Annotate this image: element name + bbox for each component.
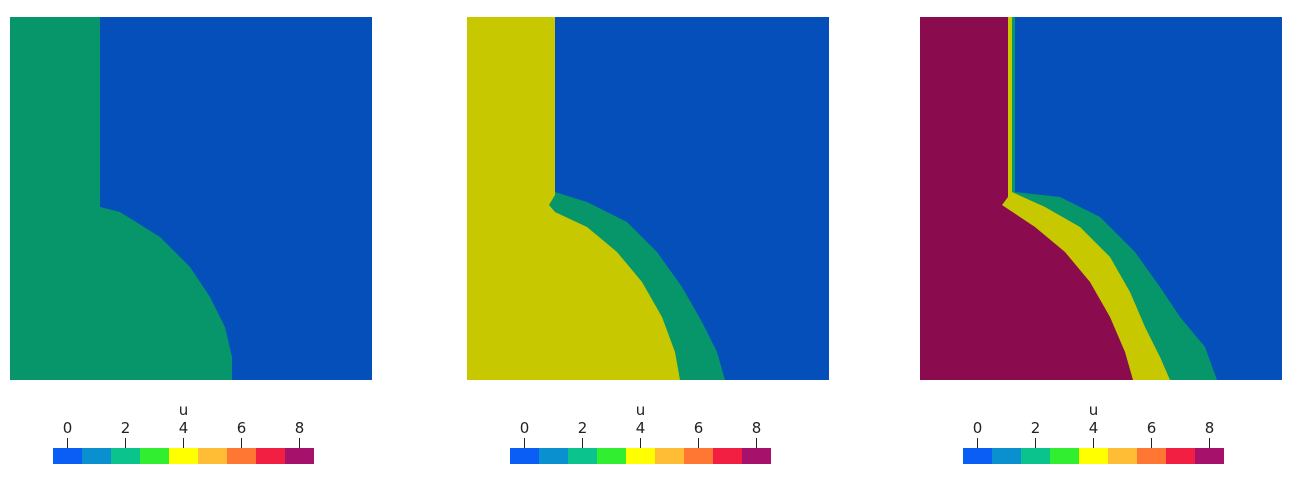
colorbar-bin xyxy=(1166,448,1195,464)
colorbar-tick-label: 4 xyxy=(1088,419,1099,437)
colorbar-tick-label: 8 xyxy=(1204,419,1215,437)
colorbar-tick xyxy=(640,438,641,448)
panel-1: 0 2 4 6 8 u xyxy=(10,0,410,477)
colorbar-bin xyxy=(510,448,539,464)
colorbar-tick-label: 8 xyxy=(294,419,305,437)
colorbar-bin xyxy=(140,448,169,464)
colorbar-bin xyxy=(539,448,568,464)
colorbar-2: 0 2 4 6 8 u xyxy=(467,395,771,475)
colorbar-tick xyxy=(698,438,699,448)
colorbar-tick xyxy=(524,438,525,448)
colorbar-bin xyxy=(1195,448,1224,464)
colorbar-tick-label: 4 xyxy=(178,419,189,437)
colorbar-tick-label: 6 xyxy=(693,419,704,437)
colorbar-bin xyxy=(198,448,227,464)
colorbar-bin xyxy=(169,448,198,464)
colorbar-bin xyxy=(1108,448,1137,464)
colorbar-bin xyxy=(626,448,655,464)
panel-3: 0 2 4 6 8 u xyxy=(920,0,1305,477)
field-plot-2 xyxy=(467,17,829,380)
colorbar-bin xyxy=(1137,448,1166,464)
colorbar-bin xyxy=(256,448,285,464)
colorbar-bin xyxy=(1021,448,1050,464)
field-plot-1 xyxy=(10,17,372,380)
colorbar-bin xyxy=(1079,448,1108,464)
colorbar-tick xyxy=(1209,438,1210,448)
colorbar-bin xyxy=(111,448,140,464)
colorbar-bin xyxy=(82,448,111,464)
colorbar-bin xyxy=(53,448,82,464)
colorbar-tick xyxy=(125,438,126,448)
colorbar-tick xyxy=(1093,438,1094,448)
colorbar-tick xyxy=(67,438,68,448)
colorbar-tick xyxy=(977,438,978,448)
colorbar-bin xyxy=(963,448,992,464)
field-plot-3 xyxy=(920,17,1282,380)
colorbar-bin xyxy=(227,448,256,464)
colorbar-tick xyxy=(582,438,583,448)
region-yellow xyxy=(467,17,680,380)
colorbar-title: u xyxy=(178,401,189,419)
colorbar-bin xyxy=(992,448,1021,464)
colorbar-tick xyxy=(756,438,757,448)
region-crimson xyxy=(920,17,1133,380)
colorbar-bin xyxy=(1050,448,1079,464)
colorbar-bin xyxy=(285,448,314,464)
colorbar-tick-label: 6 xyxy=(236,419,247,437)
panel-2: 0 2 4 6 8 u xyxy=(467,0,867,477)
colorbar-tick-label: 0 xyxy=(519,419,530,437)
colorbar-tick-label: 0 xyxy=(972,419,983,437)
colorbar-tick-label: 8 xyxy=(751,419,762,437)
colorbar-bin xyxy=(568,448,597,464)
colorbar-bin xyxy=(597,448,626,464)
colorbar-3: 0 2 4 6 8 u xyxy=(920,395,1224,475)
colorbar-tick-label: 0 xyxy=(62,419,73,437)
colorbar-bin xyxy=(713,448,742,464)
colorbar-tick-label: 2 xyxy=(120,419,131,437)
colorbar-tick-label: 6 xyxy=(1146,419,1157,437)
colorbar-tick xyxy=(241,438,242,448)
colorbar-title: u xyxy=(1088,401,1099,419)
colorbar-tick xyxy=(299,438,300,448)
region-green xyxy=(10,17,232,380)
colorbar-tick xyxy=(183,438,184,448)
colorbar-tick xyxy=(1035,438,1036,448)
colorbar-tick-label: 2 xyxy=(577,419,588,437)
colorbar-tick xyxy=(1151,438,1152,448)
colorbar-tick-label: 2 xyxy=(1030,419,1041,437)
colorbar-bin xyxy=(655,448,684,464)
colorbar-1: 0 2 4 6 8 u xyxy=(10,395,314,475)
colorbar-bin xyxy=(742,448,771,464)
colorbar-tick-label: 4 xyxy=(635,419,646,437)
colorbar-bin xyxy=(684,448,713,464)
colorbar-title: u xyxy=(635,401,646,419)
